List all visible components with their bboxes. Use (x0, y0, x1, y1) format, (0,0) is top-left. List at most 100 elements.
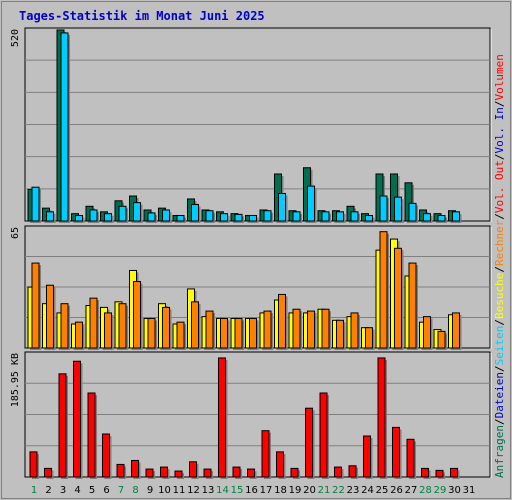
rechner-bar (133, 281, 143, 350)
bar-fill (234, 213, 243, 222)
volumen-bar (189, 461, 199, 479)
volumen-bar (334, 466, 344, 479)
rechner-bar (249, 317, 259, 350)
bar-fill (232, 466, 241, 478)
seiten-bar (46, 211, 56, 223)
bar-fill (29, 451, 38, 478)
volumen-bar (203, 468, 213, 479)
day-tick-label: 1 (31, 485, 37, 496)
rechner-bar (423, 316, 433, 350)
legend-entry: Vol. In (493, 107, 506, 153)
rechner-bar (278, 293, 288, 350)
bar-fill (261, 430, 270, 478)
rechner-bar (31, 262, 41, 350)
day-tick-label: 13 (202, 485, 215, 496)
legend-entry: / (493, 266, 506, 273)
seiten-bar (31, 186, 41, 223)
bar-fill (102, 433, 110, 478)
bar-fill (379, 231, 388, 349)
volumen-bar (160, 466, 170, 479)
day-tick-label: 16 (245, 485, 258, 496)
bar-fill (276, 451, 284, 478)
rechner-bar (234, 317, 244, 350)
bar-fill (377, 357, 386, 478)
bar-fill (89, 297, 98, 349)
bar-fill (73, 360, 81, 478)
seiten-bar (292, 211, 302, 223)
volumen-bar (406, 438, 416, 479)
rechner-bar (147, 317, 157, 350)
bar-fill (363, 435, 371, 478)
rechner-bar (176, 321, 186, 350)
bar-fill (305, 407, 313, 478)
bar-fill (247, 468, 255, 478)
panel-3-ymax-label: 185.95 KB (10, 353, 21, 407)
rechner-bar (350, 312, 360, 350)
bar-fill (292, 211, 301, 222)
day-tick-label: 30 (448, 485, 461, 496)
day-tick-label: 11 (173, 485, 186, 496)
bar-fill (58, 373, 67, 478)
legend-entry: Rechner (493, 219, 506, 266)
seiten-bar (234, 213, 244, 223)
bar-fill (46, 211, 54, 222)
rechner-bar (292, 308, 302, 350)
day-tick-label: 24 (361, 485, 374, 496)
seiten-bar (278, 192, 288, 223)
seiten-bar (336, 211, 346, 223)
legend-entry: / (493, 418, 506, 425)
legend-entry: Dateien (493, 372, 506, 418)
bar-fill (408, 262, 417, 349)
seiten-bar (191, 203, 201, 223)
day-tick-label: 23 (347, 485, 360, 496)
bar-fill (336, 319, 344, 349)
legend-entry: / (493, 153, 506, 160)
volumen-bar (435, 469, 445, 479)
bar-fill (278, 192, 286, 222)
bar-fill (350, 312, 359, 349)
day-tick-label: 3 (60, 485, 66, 496)
day-tick-label: 19 (289, 485, 302, 496)
seiten-bar (394, 196, 404, 223)
right-legend: Anfragen/Dateien/Seiten/Besuche/Rechner/… (493, 54, 506, 478)
volumen-bar (131, 459, 141, 479)
volumen-bar (218, 357, 228, 479)
day-tick-label: 28 (419, 485, 432, 496)
bar-fill (394, 247, 402, 349)
bar-fill (263, 210, 272, 222)
seiten-bar (176, 214, 186, 223)
bar-fill (290, 467, 299, 478)
bar-fill (263, 310, 272, 349)
volumen-bar (247, 468, 257, 479)
seiten-bar (321, 211, 331, 223)
day-tick-label: 4 (74, 485, 80, 496)
day-tick-label: 7 (118, 485, 124, 496)
day-tick-label: 18 (274, 485, 287, 496)
legend-entry: Seiten (493, 326, 506, 366)
seiten-bar (365, 214, 375, 223)
seiten-bar (307, 185, 317, 223)
bar-fill (162, 306, 170, 349)
day-tick-label: 15 (231, 485, 244, 496)
bar-fill (307, 185, 315, 222)
rechner-bar (162, 306, 172, 350)
rechner-bar (191, 301, 201, 350)
bar-fill (31, 262, 40, 349)
legend-entry: / (493, 319, 506, 326)
bar-fill (421, 467, 429, 478)
rechner-bar (104, 312, 114, 350)
legend-entry: Anfragen (493, 425, 506, 478)
day-tick-label: 5 (89, 485, 95, 496)
volumen-bar (276, 451, 286, 479)
volumen-bar (392, 426, 402, 479)
seiten-bar (350, 211, 360, 223)
day-tick-label: 6 (103, 485, 109, 496)
bar-fill (162, 209, 170, 222)
bar-fill (118, 205, 127, 222)
bar-fill (147, 317, 156, 349)
day-tick-label: 12 (187, 485, 200, 496)
seiten-bar (249, 214, 259, 223)
day-tick-label: 14 (216, 485, 229, 496)
seiten-bar (379, 195, 389, 223)
day-tick-label: 9 (147, 485, 153, 496)
